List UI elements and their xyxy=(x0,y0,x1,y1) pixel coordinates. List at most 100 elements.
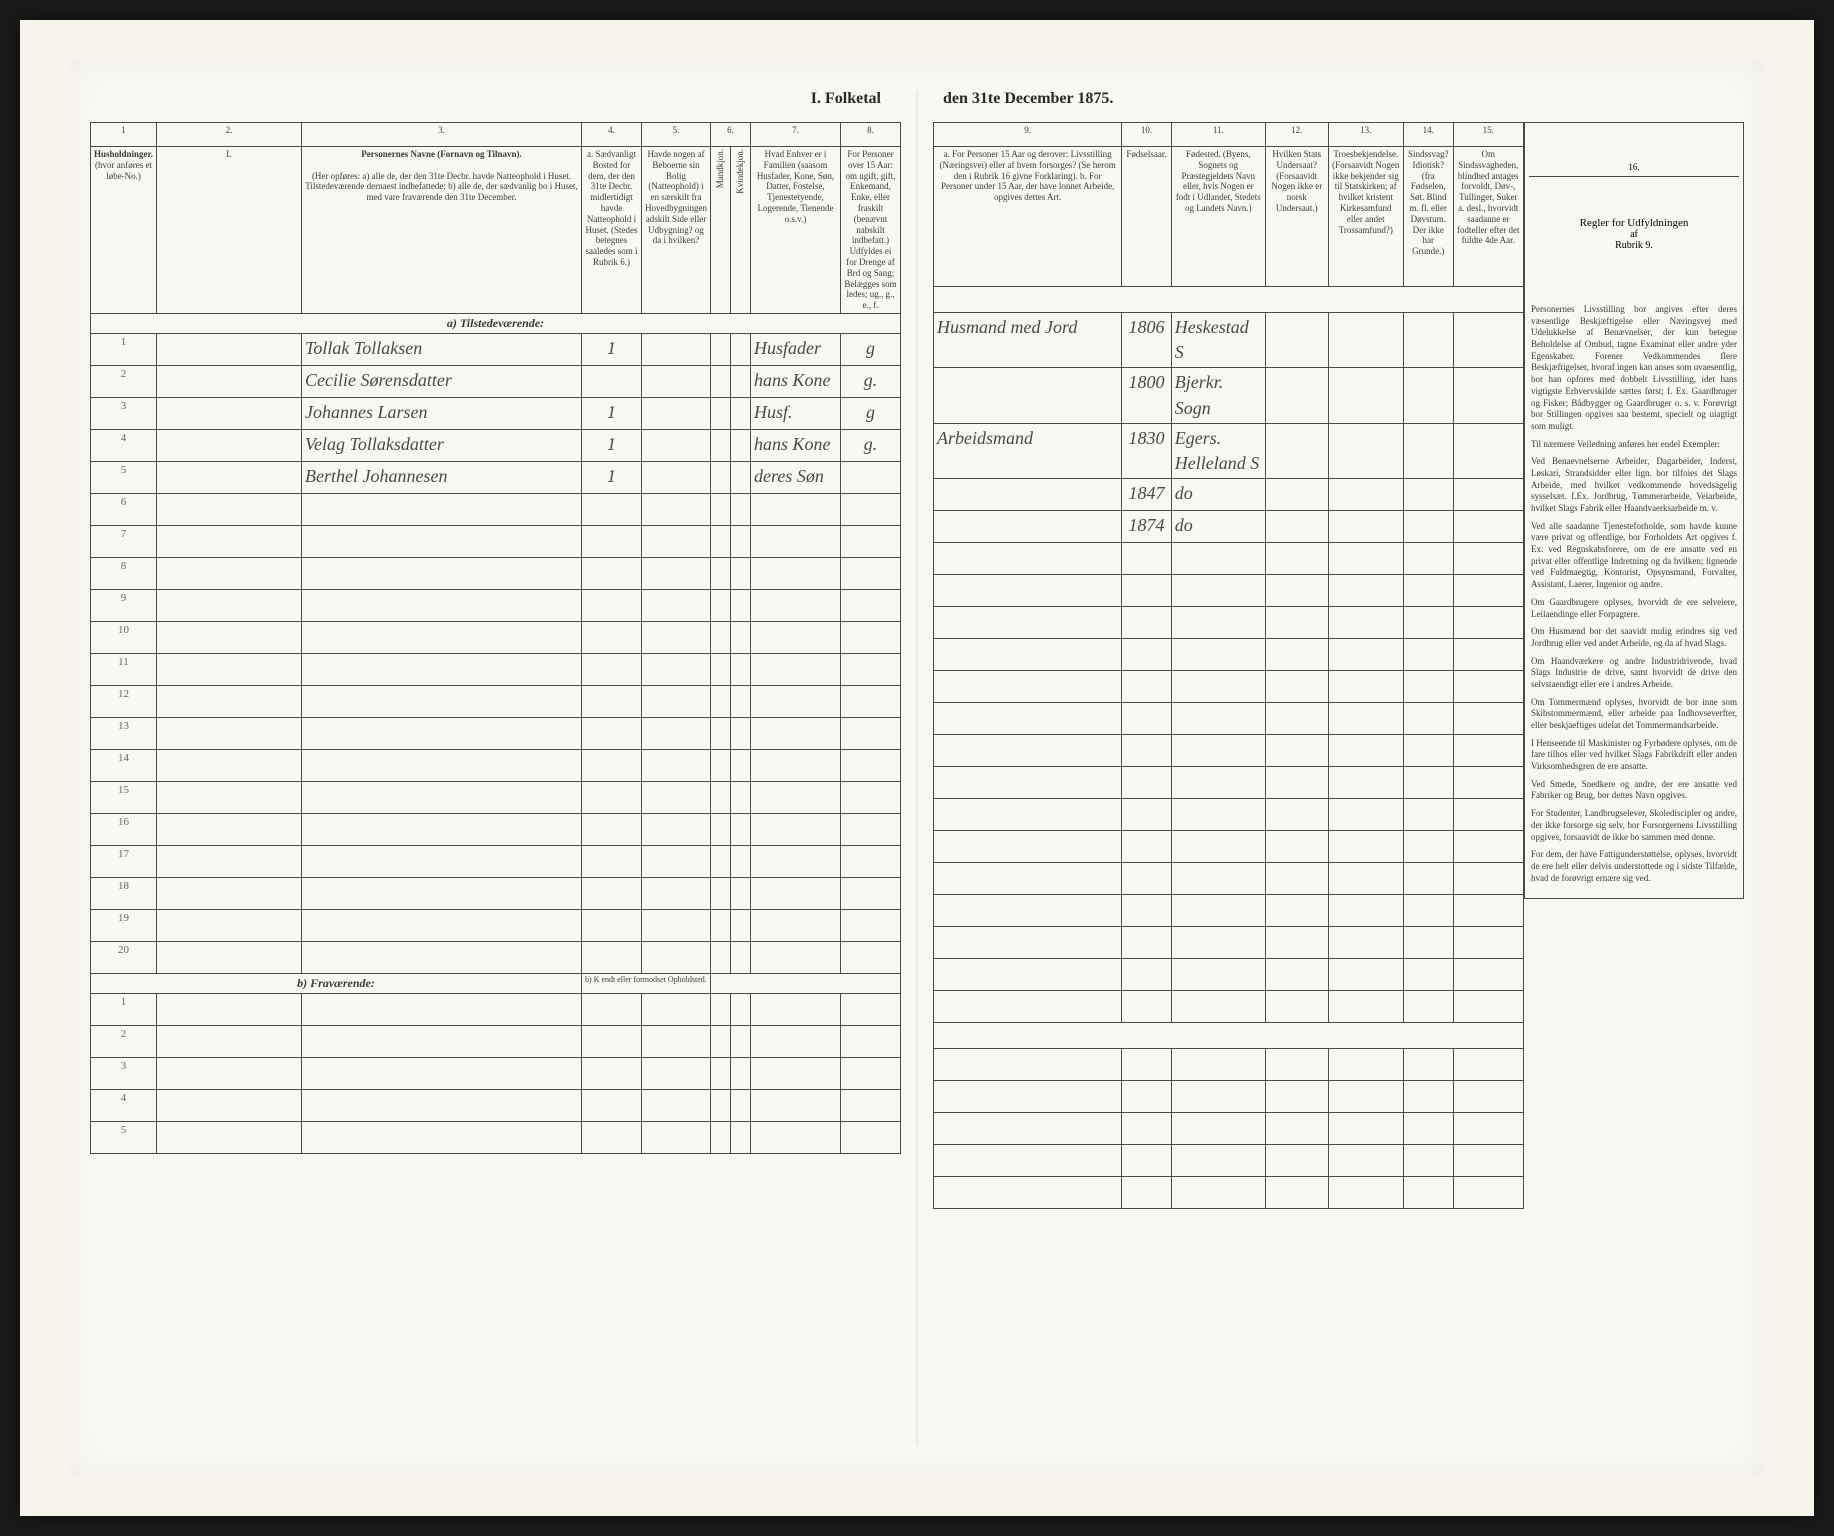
rules-paragraph: I Henseende til Maskinister og Fyrbødere… xyxy=(1531,738,1737,773)
colnum-1: 1 xyxy=(91,123,157,147)
table-row: Arbeidsmand 1830 Egers. Helleland S xyxy=(934,423,1524,478)
table-row: 7 xyxy=(91,525,901,557)
table-row: 14 xyxy=(91,749,901,781)
title-right: den 31te December 1875. xyxy=(933,90,1744,114)
table-row: 1 xyxy=(91,993,901,1025)
table-row: 19 xyxy=(91,909,901,941)
table-row: 1800 Bjerkr. Sogn xyxy=(934,368,1524,423)
rules-text: Personernes Livsstilling bor angives eft… xyxy=(1524,290,1744,899)
table-row: 4 xyxy=(91,1089,901,1121)
title-left: I. Folketal xyxy=(90,90,901,114)
colnum-13: 13. xyxy=(1328,123,1403,147)
rules-sidebar: 16. Regler for Udfyldningen af Rubrik 9.… xyxy=(1524,122,1744,1209)
rules-paragraph: For Studenter, Landbrugselever, Skoledis… xyxy=(1531,808,1737,843)
header-col11: Fødested. (Byens, Sognets og Præstegjeld… xyxy=(1171,147,1265,287)
rules-paragraph: Ved alle saadanne Tjenesteforholde, som … xyxy=(1531,521,1737,591)
table-row xyxy=(934,863,1524,895)
table-row xyxy=(934,1113,1524,1145)
table-row: 4 Velag Tollaksdatter 1 hans Kone g. xyxy=(91,429,901,461)
colnum-4: 4. xyxy=(582,123,642,147)
header-col6b: Kvindekjon. xyxy=(731,147,751,314)
rules-paragraph: Om Haandværkere og andre Industridrivend… xyxy=(1531,656,1737,691)
table-row: 9 xyxy=(91,589,901,621)
header-col1: Husholdninger.(hvor anføres et løbe-No.) xyxy=(91,147,157,314)
colnum-10: 10. xyxy=(1122,123,1171,147)
rules-paragraph: Om Gaardbrugere oplyses, hvorvidt de ere… xyxy=(1531,597,1737,620)
table-row: 1874 do xyxy=(934,511,1524,543)
table-row: 20 xyxy=(91,941,901,973)
rules-paragraph: Om Tommermænd oplyses, hvorvidt de bor i… xyxy=(1531,697,1737,732)
header-col12: Hvilken Stats Undersaat? (Forsaavidt Nog… xyxy=(1265,147,1328,287)
table-row: 17 xyxy=(91,845,901,877)
header-col5: Havde nogen af Beboerne sin Bolig (Natte… xyxy=(642,147,711,314)
table-row xyxy=(934,639,1524,671)
table-row xyxy=(934,1049,1524,1081)
table-row xyxy=(934,703,1524,735)
table-row xyxy=(934,799,1524,831)
header-col14: Sindssvag? Idiotisk? (fra Fødselen, Søt.… xyxy=(1403,147,1453,287)
table-row: 1 Tollak Tollaksen 1 Husfader g xyxy=(91,333,901,365)
table-row: 8 xyxy=(91,557,901,589)
rules-paragraph: Om Husmænd bor det saavidt mulig erindre… xyxy=(1531,626,1737,649)
left-page: I. Folketal 1 2. 3. 4. 5. 6. 7. 8. Husho… xyxy=(90,90,901,1446)
table-row: 18 xyxy=(91,877,901,909)
table-row xyxy=(934,1081,1524,1113)
rules-paragraph: Til nærmere Veiledning anføres her endel… xyxy=(1531,439,1737,451)
colnum-12: 12. xyxy=(1265,123,1328,147)
header-col8: For Personer over 15 Aar: om ugift, gift… xyxy=(841,147,901,314)
table-row: 3 Johannes Larsen 1 Husf. g xyxy=(91,397,901,429)
colnum-7: 7. xyxy=(751,123,841,147)
page-inner: I. Folketal 1 2. 3. 4. 5. 6. 7. 8. Husho… xyxy=(70,60,1764,1476)
page-fold xyxy=(916,90,918,1446)
header-col6a: Mandkjon. xyxy=(711,147,731,314)
section-b-note: b) K endt eller formodset Opholdsted. xyxy=(582,973,711,993)
colnum-14: 14. xyxy=(1403,123,1453,147)
rules-paragraph: Ved Benaevnelserne Arbeider, Dagarbeider… xyxy=(1531,456,1737,514)
table-row: 2 Cecilie Sørensdatter hans Kone g. xyxy=(91,365,901,397)
rules-paragraph: Ved Smede, Snedkere og andre, der ere an… xyxy=(1531,779,1737,802)
table-row xyxy=(934,831,1524,863)
table-row xyxy=(934,671,1524,703)
table-row: 5 xyxy=(91,1121,901,1153)
table-row xyxy=(934,767,1524,799)
header-col13: Troesbekjendelse. (Forsaavidt Nogen ikke… xyxy=(1328,147,1403,287)
census-table-right: 9. 10. 11. 12. 13. 14. 15. a. For Person… xyxy=(933,122,1524,1209)
header-col2: L xyxy=(156,147,301,314)
colnum-8: 8. xyxy=(841,123,901,147)
table-row: 6 xyxy=(91,493,901,525)
colnum-6: 6. xyxy=(711,123,751,147)
colnum-15: 15. xyxy=(1453,123,1523,147)
document-page: I. Folketal 1 2. 3. 4. 5. 6. 7. 8. Husho… xyxy=(20,20,1814,1516)
table-row xyxy=(934,575,1524,607)
table-row: Husmand med Jord 1806 Heskestad S xyxy=(934,313,1524,368)
rules-paragraph: For dem, der have Fattigunderstøttelse, … xyxy=(1531,849,1737,884)
right-page: den 31te December 1875. 9. 10. 11. 12. 1… xyxy=(933,90,1744,1446)
section-a-label: a) Tilstedeværende: xyxy=(91,313,901,333)
table-row xyxy=(934,607,1524,639)
rules-header: 16. Regler for Udfyldningen af Rubrik 9. xyxy=(1524,122,1744,290)
table-row: 15 xyxy=(91,781,901,813)
table-row xyxy=(934,543,1524,575)
table-row xyxy=(934,1177,1524,1209)
table-row: 13 xyxy=(91,717,901,749)
header-col15: Om Sindssvagheden, blindhed antages forv… xyxy=(1453,147,1523,287)
table-row xyxy=(934,735,1524,767)
table-row xyxy=(934,927,1524,959)
header-col7: Hvad Enhver er i Familien (saasom Husfad… xyxy=(751,147,841,314)
table-row xyxy=(934,1145,1524,1177)
table-row: 12 xyxy=(91,685,901,717)
table-row: 16 xyxy=(91,813,901,845)
table-row: 5 Berthel Johannesen 1 deres Søn xyxy=(91,461,901,493)
colnum-3: 3. xyxy=(302,123,582,147)
table-row: 1847 do xyxy=(934,479,1524,511)
colnum-11: 11. xyxy=(1171,123,1265,147)
header-col9: a. For Personer 15 Aar og derover: Livss… xyxy=(934,147,1122,287)
colnum-2: 2. xyxy=(156,123,301,147)
header-col10: Fødselsaar. xyxy=(1122,147,1171,287)
header-col4: a. Sædvanligt Bosted for dem, der den 31… xyxy=(582,147,642,314)
table-row xyxy=(934,959,1524,991)
table-row: 11 xyxy=(91,653,901,685)
census-table-left: 1 2. 3. 4. 5. 6. 7. 8. Husholdninger.(hv… xyxy=(90,122,901,1154)
table-row: 3 xyxy=(91,1057,901,1089)
table-row xyxy=(934,895,1524,927)
